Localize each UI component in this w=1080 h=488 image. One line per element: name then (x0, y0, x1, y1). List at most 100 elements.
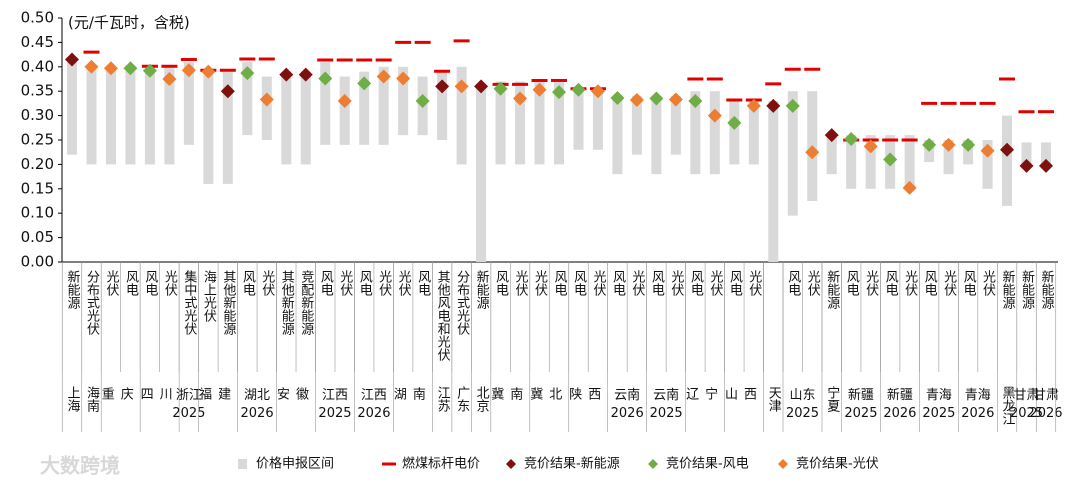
category-label: 分布式光伏 (84, 270, 100, 335)
result-marker (688, 93, 703, 108)
category-label: 风电 (883, 270, 899, 296)
group-label: 陕西 (569, 388, 607, 403)
category-label: 风电 (961, 270, 977, 296)
group-label: 山东 2025 (786, 388, 819, 421)
result-marker (162, 72, 177, 86)
range-bar (203, 71, 214, 184)
category-label: 风电 (142, 270, 158, 296)
legend-swatch (238, 459, 247, 469)
legend-swatch (506, 459, 516, 469)
group-label: 青海 2026 (961, 388, 994, 421)
category-label: 风电 (785, 270, 801, 296)
result-marker (65, 52, 79, 67)
y-tick-label: 0.05 (21, 228, 54, 246)
result-marker (941, 137, 956, 152)
range-bar (631, 96, 642, 155)
result-marker (1019, 158, 1034, 173)
range-bar (748, 100, 759, 165)
result-marker (220, 84, 235, 99)
y-tick-label: 0.15 (21, 179, 54, 197)
category-label: 其他新能源 (279, 270, 295, 335)
category-label: 光伏 (980, 270, 996, 296)
result-marker (279, 67, 294, 82)
group-label: 云南 2025 (650, 387, 683, 421)
range-bar (300, 76, 311, 165)
result-marker (727, 115, 742, 130)
range-bar (904, 135, 915, 189)
y-tick-label: 0.35 (21, 82, 54, 100)
group-label: 海南 (84, 386, 100, 412)
range-bar (183, 61, 194, 145)
result-marker (337, 93, 352, 108)
range-bar (768, 100, 779, 263)
range-bar (963, 140, 974, 165)
group-label: 新疆 2025 (844, 387, 877, 421)
result-marker (357, 76, 372, 91)
category-label: 光伏 (863, 270, 879, 296)
result-marker (493, 81, 508, 96)
y-tick-label: 0.45 (21, 33, 54, 51)
y-tick-label: 0.20 (21, 155, 54, 173)
range-bar (242, 61, 253, 136)
result-marker (201, 64, 216, 79)
range-bar (164, 66, 175, 165)
result-marker (454, 79, 469, 94)
range-bar (1002, 115, 1013, 206)
result-marker (571, 82, 586, 97)
y-tick-label: 0.25 (21, 131, 54, 149)
group-label: 天津 (766, 386, 782, 412)
result-marker (961, 137, 976, 152)
category-label: 分布式光伏 (454, 270, 470, 335)
range-bar (495, 81, 506, 165)
y-tick-label: 0.40 (21, 57, 54, 75)
result-marker (610, 91, 625, 106)
y-tick-label: 0.10 (21, 204, 54, 222)
range-bar (534, 81, 545, 165)
category-label: 风电 (357, 270, 373, 296)
category-label: 风电 (571, 270, 587, 296)
result-marker (707, 108, 722, 123)
category-label: 光伏 (513, 270, 529, 296)
result-marker (590, 84, 605, 99)
range-bar (339, 76, 350, 145)
group-label: 重庆 (102, 387, 140, 403)
range-bar (456, 66, 467, 165)
group-label: 湖北 2026 (241, 388, 274, 421)
watermark: 大数跨境 (40, 454, 120, 478)
legend-swatch (648, 459, 658, 469)
category-label: 光伏 (337, 270, 353, 296)
y-tick-label: 0.50 (21, 9, 54, 27)
result-marker (103, 61, 118, 76)
category-label: 风电 (844, 270, 860, 296)
range-bar (437, 71, 448, 140)
category-label: 风电 (123, 270, 139, 296)
result-marker (259, 92, 274, 107)
category-label: 光伏 (532, 270, 548, 296)
legend-label: 竞价结果-光伏 (796, 456, 879, 472)
group-label: 浙江 2025 (172, 388, 205, 421)
result-marker (902, 180, 917, 195)
range-bar (670, 96, 681, 155)
legend-label: 竞价结果-新能源 (524, 456, 620, 472)
range-bar (67, 57, 77, 155)
range-bar (865, 135, 876, 189)
category-label: 风电 (318, 270, 334, 296)
category-label: 光伏 (376, 270, 392, 296)
category-label: 光伏 (941, 270, 957, 296)
range-bar (943, 140, 954, 175)
group-label: 冀北 (530, 387, 568, 403)
range-bar (592, 88, 603, 150)
result-marker (668, 92, 683, 107)
group-label: 四川 (141, 388, 179, 403)
category-label: 新能源 (65, 269, 81, 309)
range-bar (320, 61, 331, 145)
category-label: 风电 (922, 270, 938, 296)
category-label: 风电 (727, 270, 743, 296)
category-label: 光伏 (629, 270, 645, 296)
result-marker (376, 69, 391, 84)
result-marker (883, 152, 898, 167)
result-marker (766, 98, 781, 113)
legend-swatch (778, 459, 788, 469)
result-marker (980, 143, 995, 158)
